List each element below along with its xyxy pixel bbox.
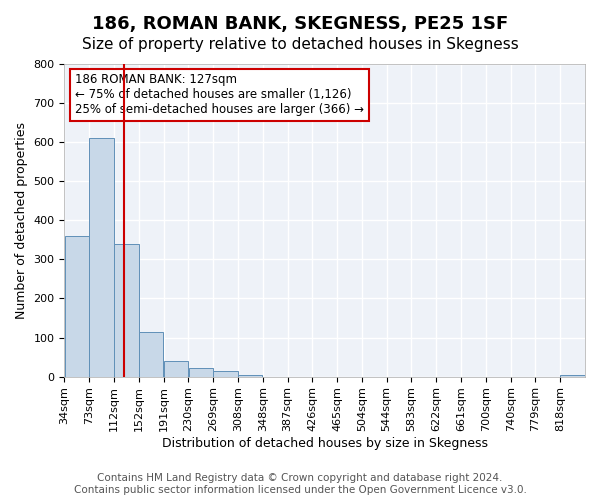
- Text: Size of property relative to detached houses in Skegness: Size of property relative to detached ho…: [82, 38, 518, 52]
- Bar: [164, 361, 188, 376]
- Bar: [65, 236, 89, 376]
- Text: 186 ROMAN BANK: 127sqm
← 75% of detached houses are smaller (1,126)
25% of semi-: 186 ROMAN BANK: 127sqm ← 75% of detached…: [75, 74, 364, 116]
- Bar: [238, 374, 262, 376]
- Bar: [139, 332, 163, 376]
- Bar: [114, 244, 139, 376]
- Text: 186, ROMAN BANK, SKEGNESS, PE25 1SF: 186, ROMAN BANK, SKEGNESS, PE25 1SF: [92, 15, 508, 33]
- X-axis label: Distribution of detached houses by size in Skegness: Distribution of detached houses by size …: [162, 437, 488, 450]
- Y-axis label: Number of detached properties: Number of detached properties: [15, 122, 28, 319]
- Bar: [188, 368, 213, 376]
- Bar: [214, 371, 238, 376]
- Bar: [89, 138, 114, 376]
- Text: Contains HM Land Registry data © Crown copyright and database right 2024.
Contai: Contains HM Land Registry data © Crown c…: [74, 474, 526, 495]
- Bar: [560, 374, 585, 376]
